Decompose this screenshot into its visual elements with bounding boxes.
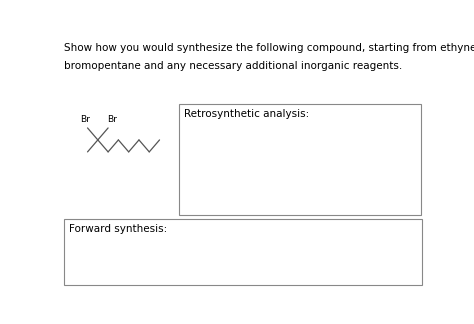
Text: Show how you would synthesize the following compound, starting from ethyne and u: Show how you would synthesize the follow… — [64, 43, 474, 52]
Bar — [179, 104, 421, 215]
Text: Forward synthesis:: Forward synthesis: — [69, 224, 167, 234]
Text: Retrosynthetic analysis:: Retrosynthetic analysis: — [184, 109, 310, 119]
Text: bromopentane and any necessary additional inorganic reagents.: bromopentane and any necessary additiona… — [64, 61, 402, 71]
Text: Br: Br — [80, 115, 90, 124]
Text: Br: Br — [107, 115, 117, 124]
Bar — [64, 218, 422, 285]
